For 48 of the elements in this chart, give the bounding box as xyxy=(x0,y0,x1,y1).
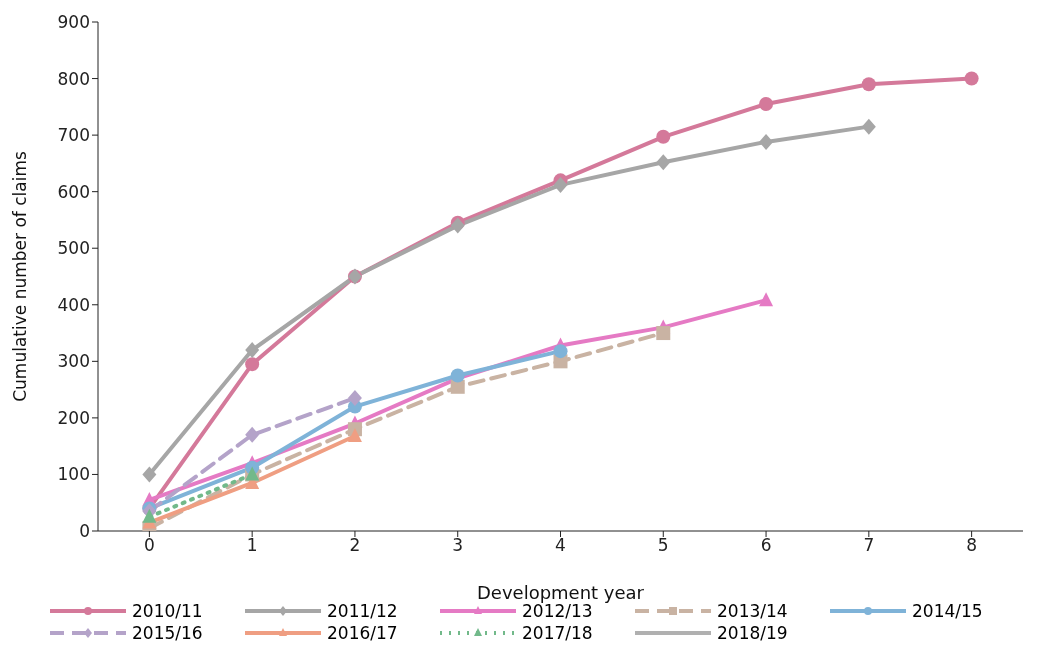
point xyxy=(553,344,568,359)
point xyxy=(450,217,465,234)
y-tick-label: 800 xyxy=(57,68,90,89)
point xyxy=(553,176,568,193)
point xyxy=(656,326,671,341)
legend-label: 2011/12 xyxy=(327,601,398,621)
x-tick-label: 5 xyxy=(657,535,669,556)
point xyxy=(347,427,362,442)
y-tick-label: 100 xyxy=(57,464,90,485)
point xyxy=(245,342,260,359)
legend-label: 2018/19 xyxy=(717,623,788,643)
y-tick-label: 600 xyxy=(57,181,90,202)
x-axis-title: Development year xyxy=(476,582,645,603)
point xyxy=(759,133,774,150)
y-tick-label: 900 xyxy=(57,12,90,33)
x-tick-label: 6 xyxy=(760,535,772,556)
x-tick-label: 4 xyxy=(555,535,566,556)
point xyxy=(861,118,876,135)
y-tick-label: 0 xyxy=(79,521,90,542)
y-tick-label: 300 xyxy=(57,351,90,372)
x-tick-label: 8 xyxy=(966,535,978,556)
point xyxy=(656,129,671,144)
y-axis-title: Cumulative number of claims xyxy=(10,151,31,402)
x-tick-label: 1 xyxy=(246,535,258,556)
point xyxy=(759,292,774,307)
legend-label: 2013/14 xyxy=(717,601,788,621)
point xyxy=(245,426,260,443)
point xyxy=(347,390,362,407)
legend-label: 2016/17 xyxy=(327,623,398,643)
x-tick-label: 0 xyxy=(143,535,155,556)
point xyxy=(142,466,157,483)
point xyxy=(450,379,465,394)
y-tick-label: 500 xyxy=(57,238,90,259)
legend-label: 2014/15 xyxy=(912,601,983,621)
y-tick-label: 200 xyxy=(57,407,90,428)
y-tick-label: 400 xyxy=(57,294,90,315)
legend-label: 2017/18 xyxy=(522,623,593,643)
point xyxy=(964,71,979,86)
point xyxy=(245,357,260,372)
x-tick-label: 3 xyxy=(452,535,464,556)
x-tick-label: 7 xyxy=(863,535,875,556)
legend-label: 2015/16 xyxy=(132,623,203,643)
point xyxy=(759,97,774,112)
legend-label: 2010/11 xyxy=(132,601,203,621)
point xyxy=(861,77,876,92)
point xyxy=(656,154,671,171)
y-tick-label: 700 xyxy=(57,125,90,146)
x-tick-label: 2 xyxy=(349,535,361,556)
